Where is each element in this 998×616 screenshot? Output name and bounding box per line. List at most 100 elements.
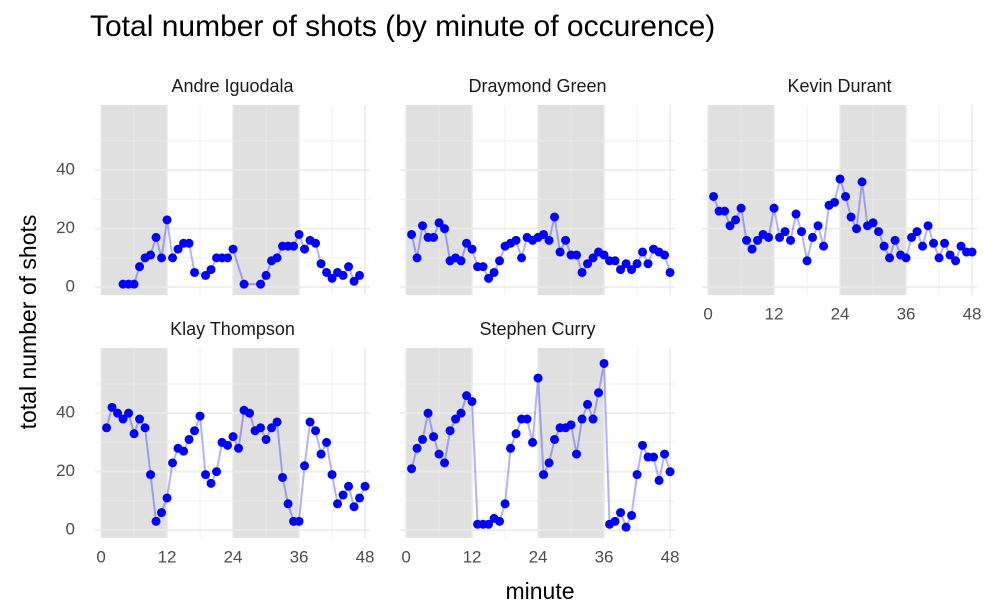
data-point [184, 238, 194, 248]
x-tick-label: 48 [963, 304, 982, 323]
panel: Kevin Durant 0 12 24 36 48 [702, 76, 982, 323]
y-tick-label: 0 [66, 520, 75, 539]
data-point [456, 256, 466, 266]
data-point [484, 273, 494, 283]
data-point [495, 516, 505, 526]
x-tick-label: 0 [401, 547, 410, 566]
data-point [929, 238, 939, 248]
data-point [830, 197, 840, 207]
y-axis-label: total number of shots [15, 215, 41, 430]
data-point [550, 212, 560, 222]
data-point [566, 420, 576, 430]
data-point [146, 470, 156, 480]
chart-title: Total number of shots (by minute of occu… [90, 10, 715, 43]
data-point [168, 458, 178, 468]
data-point [239, 279, 249, 289]
data-point [272, 253, 282, 263]
data-point [616, 508, 626, 518]
data-point [665, 267, 675, 277]
data-point [261, 434, 271, 444]
data-point [610, 516, 620, 526]
x-tick-label: 48 [661, 547, 680, 566]
data-point [311, 238, 321, 248]
data-point [912, 227, 922, 237]
data-point [555, 247, 565, 257]
data-point [338, 270, 348, 280]
panel: Klay Thompson 0 20 40 0 12 24 36 48 [56, 319, 374, 567]
data-point [168, 253, 178, 263]
data-point [665, 467, 675, 477]
data-point [709, 191, 719, 201]
data-point [206, 478, 216, 488]
data-point [539, 229, 549, 239]
data-point [627, 510, 637, 520]
x-tick-label: 24 [831, 304, 850, 323]
x-tick-label: 12 [158, 547, 177, 566]
data-point [780, 227, 790, 237]
data-point [124, 408, 134, 418]
data-point [764, 232, 774, 242]
data-point [588, 253, 598, 263]
data-point [456, 408, 466, 418]
data-point [638, 247, 648, 257]
data-point [113, 408, 123, 418]
data-point [511, 235, 521, 245]
data-point [201, 470, 211, 480]
panel: Draymond Green [400, 76, 675, 295]
data-point [228, 244, 238, 254]
data-point [583, 259, 593, 269]
data-point [289, 241, 299, 251]
data-point [638, 440, 648, 450]
data-point [272, 417, 282, 427]
x-tick-label: 12 [765, 304, 784, 323]
data-point [162, 493, 172, 503]
data-point [129, 429, 139, 439]
data-point [355, 270, 365, 280]
data-point [813, 221, 823, 231]
data-point [146, 250, 156, 260]
data-point [616, 265, 626, 275]
data-point [731, 215, 741, 225]
data-point [511, 429, 521, 439]
data-point [440, 458, 450, 468]
data-point [151, 232, 161, 242]
data-point [278, 472, 288, 482]
data-point [517, 253, 527, 263]
data-point [407, 464, 417, 474]
data-point [333, 499, 343, 509]
data-point [885, 253, 895, 263]
data-point [434, 218, 444, 228]
data-point [725, 221, 735, 231]
data-point [506, 443, 516, 453]
data-point [429, 432, 439, 442]
data-point [467, 244, 477, 254]
data-point [533, 373, 543, 383]
x-tick-label: 24 [224, 547, 243, 566]
data-point [256, 423, 266, 433]
data-point [234, 443, 244, 453]
data-point [451, 414, 461, 424]
y-tick-label: 20 [56, 218, 75, 237]
data-point [769, 203, 779, 213]
data-point [223, 440, 233, 450]
data-point [951, 256, 961, 266]
data-point [412, 443, 422, 453]
y-tick-label: 20 [56, 461, 75, 480]
data-point [802, 256, 812, 266]
data-point [660, 250, 670, 260]
data-point [753, 235, 763, 245]
data-point [316, 259, 326, 269]
data-point [923, 221, 933, 231]
data-point [157, 508, 167, 518]
data-point [577, 267, 587, 277]
y-tick-label: 40 [56, 160, 75, 179]
data-point [338, 490, 348, 500]
data-point [462, 391, 472, 401]
data-point [478, 262, 488, 272]
data-point [184, 434, 194, 444]
data-point [173, 244, 183, 254]
data-point [791, 209, 801, 219]
data-point [539, 470, 549, 480]
data-point [129, 279, 139, 289]
data-point [162, 215, 172, 225]
